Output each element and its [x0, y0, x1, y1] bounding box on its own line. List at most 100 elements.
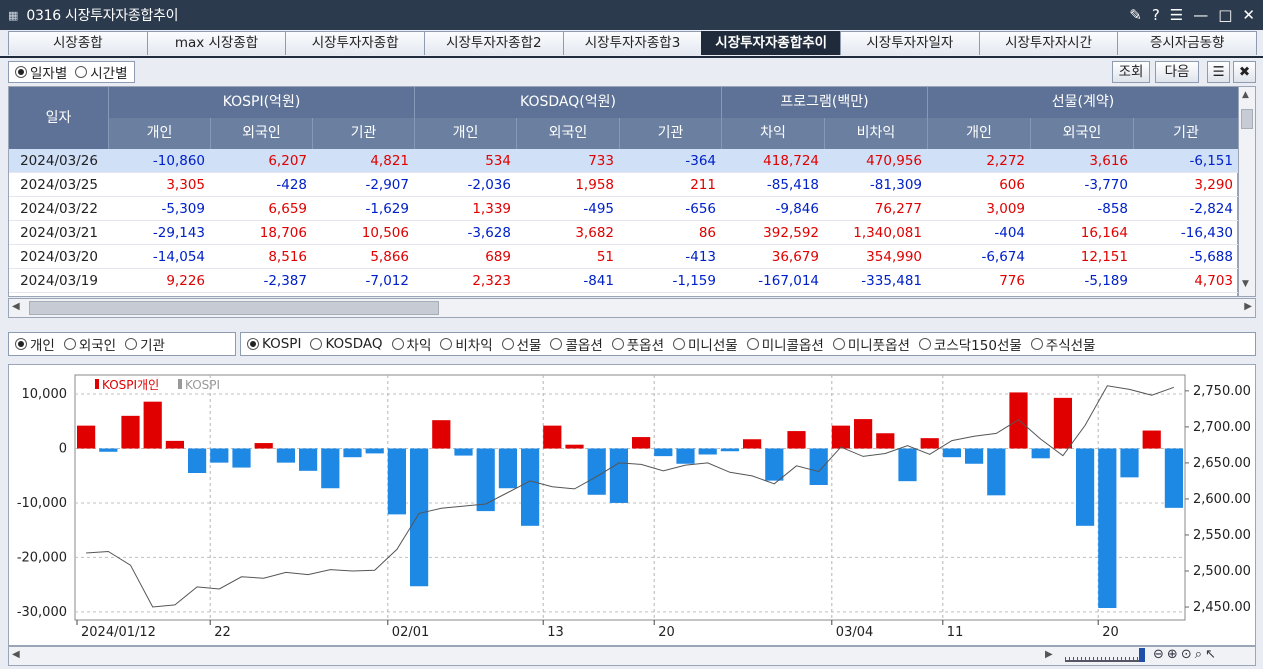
zoom-fit-icon[interactable]: ⌕ [1194, 647, 1205, 662]
scroll-up-icon[interactable]: ▲ [1242, 90, 1249, 100]
x-tick: 02/01 [392, 625, 429, 640]
tab-0[interactable]: 시장종합 [8, 31, 148, 55]
cell-value: -1,159 [672, 273, 716, 289]
bar [143, 401, 162, 449]
market-radio-1[interactable]: KOSDAQ [310, 336, 383, 352]
maximize-icon[interactable]: □ [1218, 6, 1233, 24]
table-row[interactable]: 2024/03/25 3,305 -428 -2,907 -2,036 1,958 211 -… [9, 173, 1239, 197]
excel-icon[interactable]: ✖ [1233, 61, 1256, 83]
cell-value: 733 [588, 153, 614, 169]
table-row[interactable]: 2024/03/19 9,226 -2,387 -7,012 2,323 -841 -1,1… [9, 269, 1239, 293]
cell-value: -167,014 [758, 273, 819, 289]
investor-radio-2[interactable]: 기관 [125, 334, 165, 354]
period-radio-0[interactable]: 일자별 [15, 62, 67, 82]
cell-value: -6,151 [1189, 153, 1233, 169]
cell-value: -29,143 [152, 225, 205, 241]
tab-7[interactable]: 시장투자자시간 [978, 31, 1119, 55]
zoom-in-icon[interactable]: ⊕ [1166, 647, 1181, 662]
market-label: KOSPI [262, 336, 302, 352]
legend-swatch [178, 379, 182, 389]
sub-header: 외국인 [517, 118, 620, 149]
query-button[interactable]: 조회 [1112, 61, 1150, 83]
cell-value: -3,628 [467, 225, 511, 241]
market-radio-8[interactable]: 미니콜옵션 [746, 334, 824, 354]
market-label: 비차익 [455, 338, 493, 354]
radio-circle-icon [63, 338, 76, 350]
table-row[interactable]: 2024/03/21 -29,143 18,706 10,506 -3,628 3,682… [9, 221, 1239, 245]
market-radio-6[interactable]: 풋옵션 [611, 334, 664, 354]
bar [1076, 448, 1095, 526]
market-radio-4[interactable]: 선물 [501, 334, 542, 354]
bar [121, 415, 140, 449]
cell-value: -428 [276, 177, 307, 193]
market-radio-5[interactable]: 콜옵션 [550, 334, 603, 354]
help-icon[interactable]: ? [1151, 6, 1160, 24]
horizontal-scrollbar[interactable]: ◀ ▶ [8, 298, 1256, 318]
tab-3[interactable]: 시장투자자종합2 [424, 31, 564, 55]
sub-header: 기관 [1134, 118, 1239, 149]
investor-radio-group: 개인 외국인 기관 [8, 332, 236, 356]
market-radio-2[interactable]: 차익 [391, 334, 431, 354]
scroll-down-icon[interactable]: ▼ [1242, 279, 1249, 289]
radio-circle-icon [673, 338, 686, 350]
cell-value: 36,679 [771, 249, 819, 265]
bar [1142, 430, 1161, 449]
tab-5[interactable]: 시장투자자종합추이 [701, 31, 842, 55]
cell-date: 2024/03/21 [20, 225, 98, 241]
bar [809, 448, 828, 485]
tab-6[interactable]: 시장투자자일자 [840, 31, 980, 55]
scroll-right-icon[interactable]: ▶ [1244, 301, 1252, 312]
list-icon[interactable]: ☰ [1207, 61, 1230, 83]
next-button[interactable]: 다음 [1155, 61, 1199, 83]
market-radio-9[interactable]: 미니풋옵션 [832, 334, 910, 354]
pointer-icon[interactable]: ↖ [1205, 647, 1219, 662]
close-icon[interactable]: ✕ [1242, 6, 1255, 24]
zoom-out-icon[interactable]: ⊖ [1153, 647, 1167, 662]
cell-value: 3,682 [575, 225, 614, 241]
zoom-slider-handle[interactable] [1139, 648, 1145, 662]
scroll-thumb[interactable] [1241, 109, 1253, 129]
minimize-icon[interactable]: — [1193, 6, 1209, 24]
investor-radio-1[interactable]: 외국인 [63, 334, 116, 354]
group-header: KOSPI(억원) [109, 87, 415, 118]
col-header-date: 일자 [9, 87, 109, 149]
sub-header-row: 개인 외국인 기관 개인 외국인 기관 차익 비차익 개인 외국인 기관 [109, 118, 1239, 149]
market-radio-11[interactable]: 주식선물 [1030, 334, 1095, 354]
market-radio-3[interactable]: 비차익 [440, 334, 493, 354]
market-label: 선물 [516, 338, 542, 354]
menu-icon[interactable]: ☰ [1169, 6, 1184, 24]
cell-value: 76,277 [874, 201, 922, 217]
investor-label: 기관 [140, 338, 165, 354]
window-title: 0316 시장투자자종합추이 [26, 8, 179, 24]
chart-scroll-left-icon[interactable]: ◀ [12, 649, 20, 660]
market-radio-7[interactable]: 미니선물 [673, 334, 738, 354]
zoom-reset-icon[interactable]: ⊙ [1180, 647, 1195, 662]
table-row[interactable]: 2024/03/26 -10,860 6,207 4,821 534 733 -364 418… [9, 149, 1239, 173]
tab-4[interactable]: 시장투자자종합3 [562, 31, 703, 55]
vertical-scrollbar[interactable]: ▲ ▼ [1238, 86, 1256, 297]
market-label: 코스닥150선물 [933, 338, 1022, 354]
table-row[interactable]: 2024/03/20 -14,054 8,516 5,866 689 51 -413 36,6… [9, 245, 1239, 269]
market-radio-10[interactable]: 코스닥150선물 [918, 334, 1022, 354]
tab-1[interactable]: max 시장종합 [146, 31, 287, 55]
cell-value: 6,207 [268, 153, 307, 169]
tab-8[interactable]: 증시자금동향 [1117, 31, 1258, 55]
tab-2[interactable]: 시장투자자종합 [285, 31, 426, 55]
x-tick: 20 [658, 625, 675, 640]
x-tick: 20 [1102, 625, 1119, 640]
zoom-slider[interactable] [1065, 650, 1143, 662]
period-radio-1[interactable]: 시간별 [75, 62, 128, 82]
bar [77, 425, 96, 449]
cell-value: 3,305 [166, 177, 205, 193]
market-radio-0[interactable]: KOSPI [247, 336, 301, 352]
chart-scroll-right-icon[interactable]: ▶ [1045, 649, 1053, 660]
period-label: 시간별 [90, 66, 128, 82]
scroll-left-icon[interactable]: ◀ [12, 301, 20, 312]
scroll-thumb-h[interactable] [29, 301, 439, 315]
pin-icon[interactable]: ✎ [1129, 6, 1142, 24]
table-row[interactable]: 2024/03/22 -5,309 6,659 -1,629 1,339 -495 -656… [9, 197, 1239, 221]
bar [99, 448, 118, 452]
cell-value: 418,724 [763, 153, 819, 169]
chart-scrollbar[interactable]: ◀ ▶ ⊖⊕⊙⌕↖ [8, 646, 1256, 666]
investor-radio-0[interactable]: 개인 [15, 334, 55, 354]
